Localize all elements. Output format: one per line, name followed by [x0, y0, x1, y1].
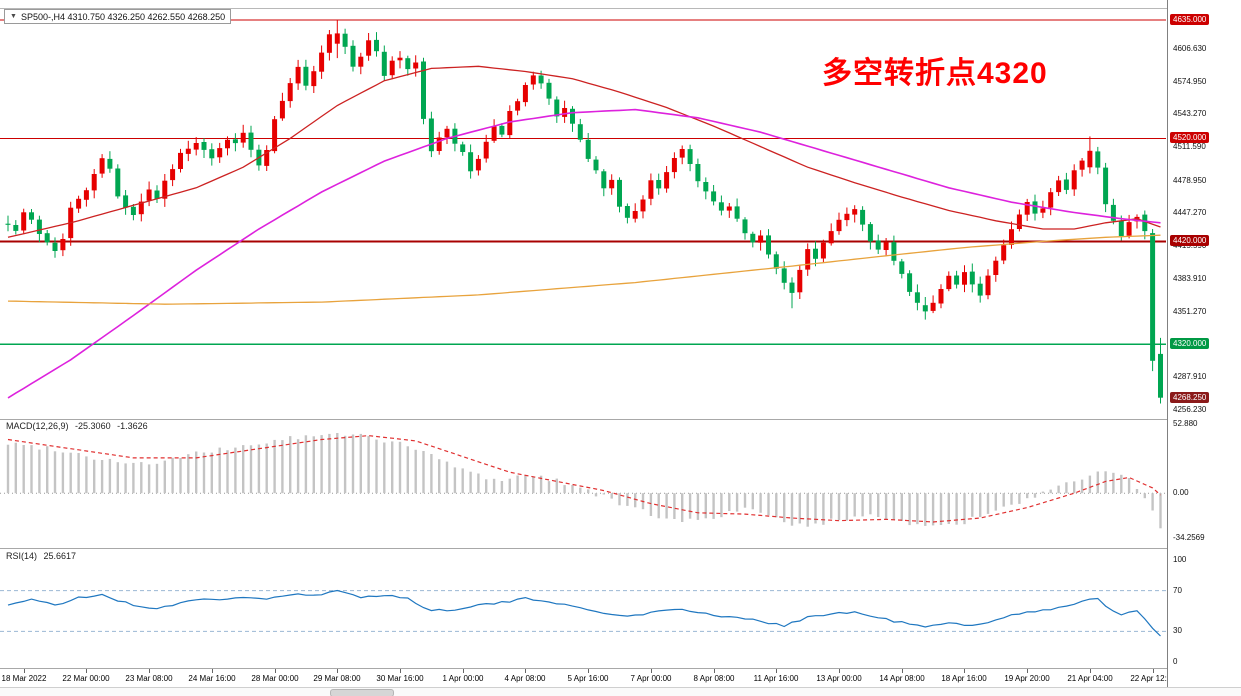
- price-tick-label: 4447.270: [1173, 208, 1207, 218]
- symbol-ohlc-title: SP500-,H4 4310.750 4326.250 4262.550 426…: [20, 11, 226, 22]
- rsi-tick-label: 0: [1173, 657, 1178, 666]
- price-tick-label: 4383.910: [1173, 273, 1207, 283]
- hline-price-badge: 4420.000: [1170, 235, 1210, 247]
- time-tick-mark: [1153, 669, 1154, 673]
- time-tick-mark: [463, 669, 464, 673]
- time-tick-label: 8 Apr 08:00: [693, 674, 735, 683]
- macd-tick-label: 0.00: [1173, 488, 1189, 498]
- price-tick-label: 4574.950: [1173, 76, 1207, 86]
- time-axis[interactable]: 18 Mar 2022 22 Mar 00:00 23 Mar 08:00 24 Ma…: [0, 668, 1241, 688]
- time-tick-label: 29 Mar 08:00: [313, 674, 361, 683]
- time-tick-label: 19 Apr 20:00: [1004, 674, 1050, 683]
- price-tick-label: 4351.270: [1173, 307, 1207, 317]
- ma-fast-red: [7, 65, 1161, 238]
- time-tick-mark: [337, 669, 338, 673]
- chart-annotation-text: 多空转折点4320: [822, 57, 1048, 90]
- time-tick-mark: [149, 669, 150, 673]
- time-tick-mark: [24, 669, 25, 673]
- rsi-tick-label: 30: [1173, 626, 1182, 636]
- time-tick-mark: [964, 669, 965, 673]
- time-tick-label: 5 Apr 16:00: [567, 674, 609, 683]
- macd-pane-canvas[interactable]: [0, 419, 1241, 548]
- time-tick-mark: [588, 669, 589, 673]
- time-tick-mark: [400, 669, 401, 673]
- time-tick-label: 28 Mar 00:00: [251, 674, 299, 683]
- time-tick-mark: [902, 669, 903, 673]
- price-chart-canvas[interactable]: [0, 0, 1241, 419]
- time-tick-mark: [86, 669, 87, 673]
- time-tick-label: 13 Apr 00:00: [816, 674, 862, 683]
- hline-price-badge: 4320.000: [1170, 338, 1210, 350]
- price-tick-label: 4478.950: [1173, 175, 1207, 185]
- time-tick-mark: [714, 669, 715, 673]
- price-axis[interactable]: 4606.630 4574.950 4543.270 4511.590 4478.950…: [1167, 0, 1241, 687]
- chart-top-border: [0, 8, 1241, 9]
- time-tick-label: 23 Mar 08:00: [125, 674, 173, 683]
- macd-indicator-label: MACD(12,26,9) -25.3060 -1.3626: [6, 421, 148, 431]
- ma-slow-orange: [7, 234, 1161, 305]
- time-tick-label: 4 Apr 08:00: [504, 674, 546, 683]
- time-tick-mark: [839, 669, 840, 673]
- time-tick-mark: [776, 669, 777, 673]
- time-tick-label: 11 Apr 16:00: [753, 674, 799, 683]
- time-tick-label: 22 Mar 00:00: [62, 674, 110, 683]
- current-price-badge: 4268.250: [1170, 391, 1210, 403]
- time-tick-label: 14 Apr 08:00: [879, 674, 925, 683]
- ma-medium-magenta: [7, 108, 1161, 399]
- macd-tick-label: -34.2569: [1173, 533, 1205, 542]
- time-tick-label: 21 Apr 04:00: [1067, 674, 1113, 683]
- time-tick-label: 18 Mar 2022: [1, 674, 47, 683]
- time-tick-label: 7 Apr 00:00: [630, 674, 672, 683]
- time-tick-mark: [525, 669, 526, 673]
- time-tick-label: 22 Apr 12:00: [1130, 674, 1176, 683]
- rsi-pane-canvas[interactable]: [0, 548, 1241, 668]
- price-tick-label: 4287.910: [1173, 372, 1207, 382]
- time-tick-mark: [1090, 669, 1091, 673]
- horizontal-scrollbar-thumb[interactable]: [330, 689, 394, 696]
- time-tick-label: 30 Mar 16:00: [376, 674, 424, 683]
- macd-signal-line: [7, 434, 1161, 523]
- rsi-tick-label: 100: [1173, 555, 1187, 564]
- time-tick-label: 1 Apr 00:00: [442, 674, 484, 683]
- price-tick-label: 4606.630: [1173, 44, 1207, 54]
- price-tick-label: 4543.270: [1173, 109, 1207, 119]
- hline-price-badge: 4520.000: [1170, 132, 1210, 144]
- symbol-info-box[interactable]: ▼ SP500-,H4 4310.750 4326.250 4262.550 4…: [4, 9, 232, 24]
- chevron-down-icon: ▼: [10, 13, 17, 20]
- rsi-tick-label: 70: [1173, 585, 1182, 595]
- time-tick-mark: [1027, 669, 1028, 673]
- time-tick-label: 24 Mar 16:00: [188, 674, 236, 683]
- time-tick-label: 18 Apr 16:00: [941, 674, 987, 683]
- macd-tick-label: 52.880: [1173, 419, 1198, 428]
- hline-price-badge: 4635.000: [1170, 14, 1210, 25]
- time-tick-mark: [212, 669, 213, 673]
- price-tick-label: 4256.230: [1173, 405, 1207, 414]
- rsi-line: [7, 589, 1161, 637]
- rsi-indicator-label: RSI(14) 25.6617: [6, 551, 77, 561]
- horizontal-scrollbar-track[interactable]: [0, 687, 1241, 696]
- time-tick-mark: [275, 669, 276, 673]
- time-tick-mark: [651, 669, 652, 673]
- price-tick-label: 4511.590: [1173, 142, 1206, 152]
